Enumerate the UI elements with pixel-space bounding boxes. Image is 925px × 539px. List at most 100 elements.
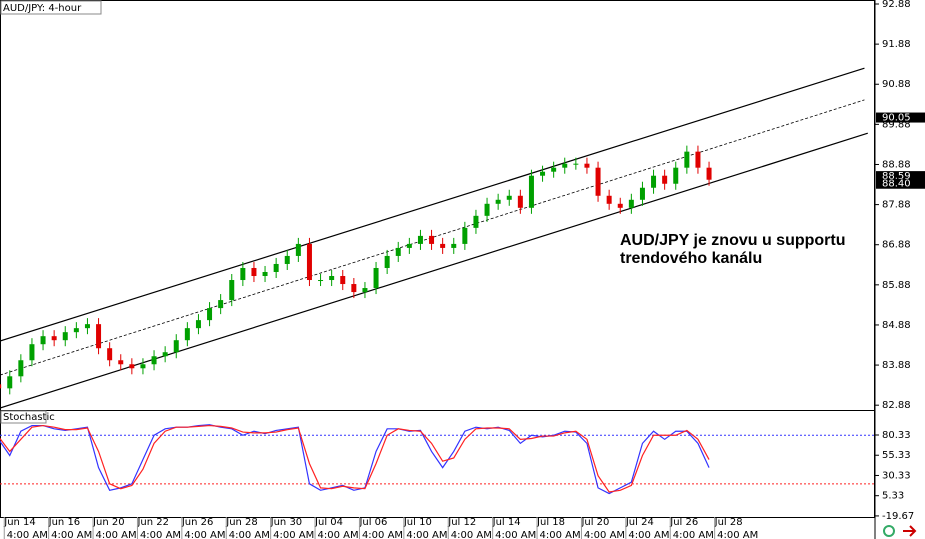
candle-body	[51, 336, 57, 341]
icon[interactable]	[883, 525, 895, 537]
candle-body	[7, 376, 13, 389]
x-tick-label: 4:00 AM	[717, 530, 758, 539]
stochastic-plot	[0, 424, 875, 495]
x-tick-label: Jul 10	[403, 517, 432, 528]
x-tick-label: 4:00 AM	[406, 530, 447, 539]
x-tick-label: Jun 14	[3, 517, 36, 528]
y-tick-label: 80.33	[882, 430, 911, 441]
x-tick-label: 4:00 AM	[584, 530, 625, 539]
price-marker	[876, 178, 925, 189]
price-plot	[0, 67, 868, 409]
x-tick-label: Jul 20	[580, 517, 609, 528]
axes: 82.88 83.88 84.88 85.88 86.88 87.88 88.88 89.88…	[3, 0, 925, 539]
x-tick-label: Jul 24	[625, 517, 654, 528]
candle-body	[473, 215, 479, 228]
candle-body	[129, 364, 135, 369]
candle-body	[284, 255, 290, 264]
channel-line	[0, 132, 868, 409]
candle-body	[251, 267, 257, 277]
y-tick-label: 85.88	[882, 280, 911, 291]
candle-body	[273, 263, 279, 272]
candle-body	[684, 151, 690, 168]
candle-body	[528, 175, 534, 208]
candle-body	[484, 203, 490, 216]
candle-body	[617, 203, 623, 208]
candle-body	[362, 288, 368, 293]
price-panel	[0, 0, 875, 411]
candle-body	[384, 255, 390, 268]
y-tick-label: 82.88	[882, 400, 911, 411]
candle-body	[329, 276, 335, 281]
candle-body	[373, 267, 379, 289]
x-tick-label: 4:00 AM	[628, 530, 669, 539]
candle-body	[306, 243, 312, 281]
candle-body	[695, 151, 701, 168]
candle-body	[651, 175, 657, 188]
y-tick-label: 84.88	[882, 320, 911, 331]
indicator-box	[0, 410, 47, 424]
price-marker-label: 90.05	[882, 113, 911, 124]
toolbar-icons[interactable]	[883, 525, 917, 537]
y-tick-label: 55.33	[882, 450, 911, 461]
candle-body	[628, 199, 634, 208]
channel-line	[0, 99, 865, 376]
candle-body	[351, 284, 357, 293]
candle-body	[218, 300, 224, 309]
candle-body	[595, 167, 601, 196]
x-tick-label: Jun 26	[181, 517, 214, 528]
x-tick-label: Jun 28	[225, 517, 258, 528]
stochastic-line	[0, 424, 710, 495]
y-tick-label: 5.33	[882, 491, 904, 502]
candle-body	[73, 328, 79, 333]
x-tick-label: Jul 14	[492, 517, 521, 528]
candle-body	[495, 199, 501, 204]
candle-body	[440, 243, 446, 248]
candle-body	[207, 308, 213, 321]
candle-body	[140, 364, 146, 369]
candle-body	[151, 356, 157, 365]
y-tick-label: 30.33	[882, 470, 911, 481]
candle-body	[417, 235, 423, 244]
x-tick-label: 4:00 AM	[273, 530, 314, 539]
icon[interactable]	[903, 525, 917, 537]
candle-body	[639, 187, 645, 200]
candle-body	[462, 227, 468, 244]
candle-body	[451, 243, 457, 248]
x-tick-label: Jun 20	[92, 517, 125, 528]
y-tick-label: 90.88	[882, 79, 911, 90]
y-tick-label: 87.88	[882, 200, 911, 211]
x-tick-label: 4:00 AM	[318, 530, 359, 539]
price-marker	[876, 171, 925, 182]
x-tick-label: Jun 30	[270, 517, 303, 528]
annotation: AUD/JPY je znovu u supportu	[620, 232, 846, 249]
candle-body	[84, 324, 90, 329]
price-marker	[876, 112, 925, 123]
stochastic-panel	[0, 410, 875, 518]
candle-body	[184, 328, 190, 341]
candle-body	[107, 348, 113, 361]
candle-body	[562, 163, 568, 168]
x-tick-label: 4:00 AM	[451, 530, 492, 539]
y-tick-label: 83.88	[882, 360, 911, 371]
price-marker-label: 88.59	[882, 171, 911, 182]
candle-body	[240, 267, 246, 281]
candle-body	[295, 243, 301, 256]
y-tick-label: 88.88	[882, 159, 911, 170]
x-tick-label: 4:00 AM	[51, 530, 92, 539]
candle-body	[406, 243, 412, 248]
x-tick-label: Jul 12	[447, 517, 476, 528]
stochastic-line	[0, 424, 710, 493]
candle-body	[584, 163, 590, 168]
title-box	[0, 0, 102, 15]
candle-body	[96, 324, 102, 349]
candle-body	[573, 163, 579, 165]
candle-body	[551, 167, 557, 172]
y-tick-label: 89.88	[882, 119, 911, 130]
x-tick-label: Jul 06	[358, 517, 387, 528]
candle-body	[0, 384, 2, 389]
candle-body	[673, 167, 679, 184]
y-tick-label: -19.67	[882, 511, 914, 522]
x-tick-label: Jun 16	[48, 517, 81, 528]
candle-body	[229, 280, 235, 301]
